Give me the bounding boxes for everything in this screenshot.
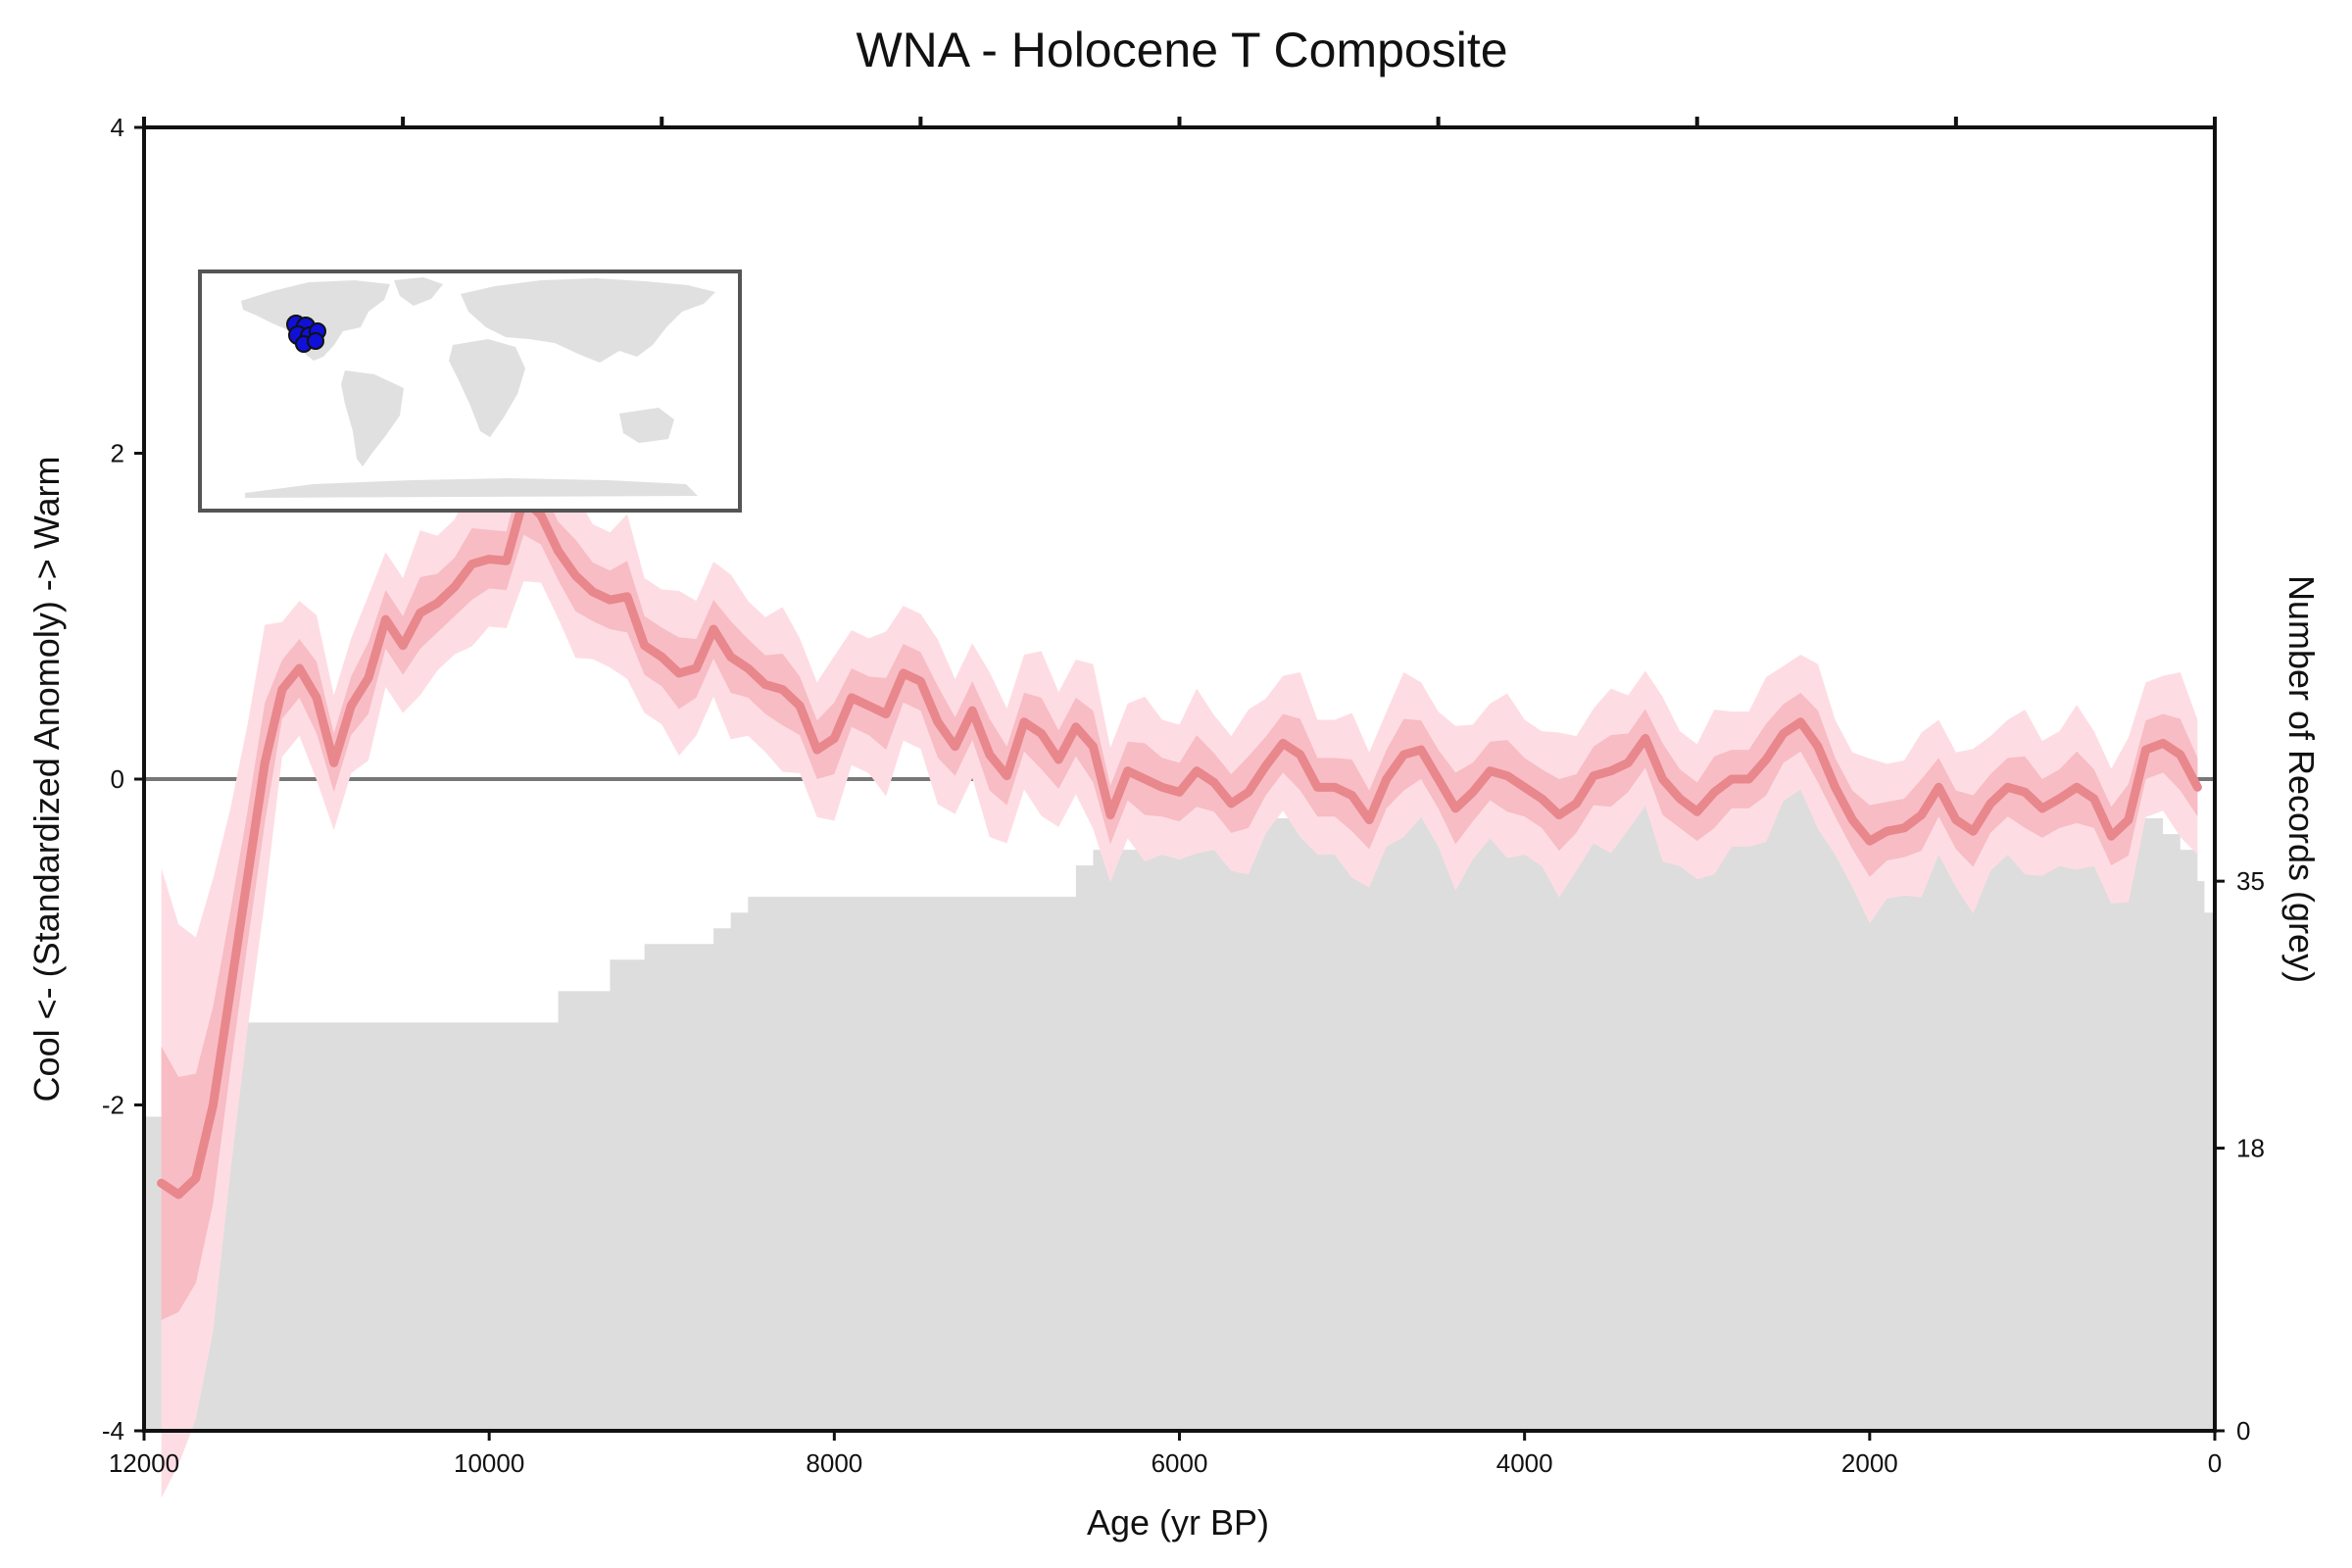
x-tick-label: 10000 (454, 1448, 524, 1478)
y-axis-label: Cool <- (Standardized Anomoly) -> Warm (26, 457, 67, 1102)
greenland-shape (394, 277, 443, 306)
y-tick-label: 0 (111, 764, 124, 794)
y2-tick-label: 35 (2236, 866, 2265, 896)
y-tick-label: -2 (102, 1091, 124, 1120)
north-america-shape (241, 280, 390, 361)
y2-tick-label: 0 (2236, 1416, 2250, 1446)
africa-shape (449, 339, 525, 437)
inner-uncertainty-band (161, 463, 2198, 1320)
x-tick-label: 4000 (1496, 1448, 1553, 1478)
axis-ticks-layer: 12000 10000 8000 6000 4000 2000 0 4 2 0 -2 -4 35 18 0 (102, 113, 2265, 1478)
records-area-layer (144, 787, 2215, 1431)
x-tick-label: 6000 (1152, 1448, 1208, 1478)
world-landmass (241, 277, 715, 498)
y-tick-label: 4 (111, 113, 124, 142)
series-layer (157, 494, 2202, 1200)
uncertainty-bands-layer (161, 416, 2198, 1498)
y2-tick-label: 18 (2236, 1134, 2265, 1163)
y-tick-label: -4 (102, 1416, 124, 1446)
antarctica-shape (245, 478, 698, 498)
south-america-shape (341, 370, 404, 466)
records-area (144, 787, 2215, 1431)
chart-title: WNA - Holocene T Composite (856, 23, 1507, 77)
site-marker (307, 332, 324, 350)
x-axis-label: Age (yr BP) (1087, 1502, 1269, 1543)
x-tick-label: 12000 (109, 1448, 179, 1478)
inset-world-map (198, 270, 742, 513)
y2-axis-label: Number of Records (grey) (2281, 575, 2322, 983)
australia-shape (619, 408, 674, 443)
composite-series-line (157, 494, 2202, 1200)
site-markers (286, 315, 326, 353)
y-tick-label: 2 (111, 439, 124, 468)
x-tick-label: 2000 (1841, 1448, 1898, 1478)
x-tick-label: 0 (2208, 1448, 2222, 1478)
europe-asia-shape (461, 278, 715, 363)
x-tick-label: 8000 (806, 1448, 862, 1478)
